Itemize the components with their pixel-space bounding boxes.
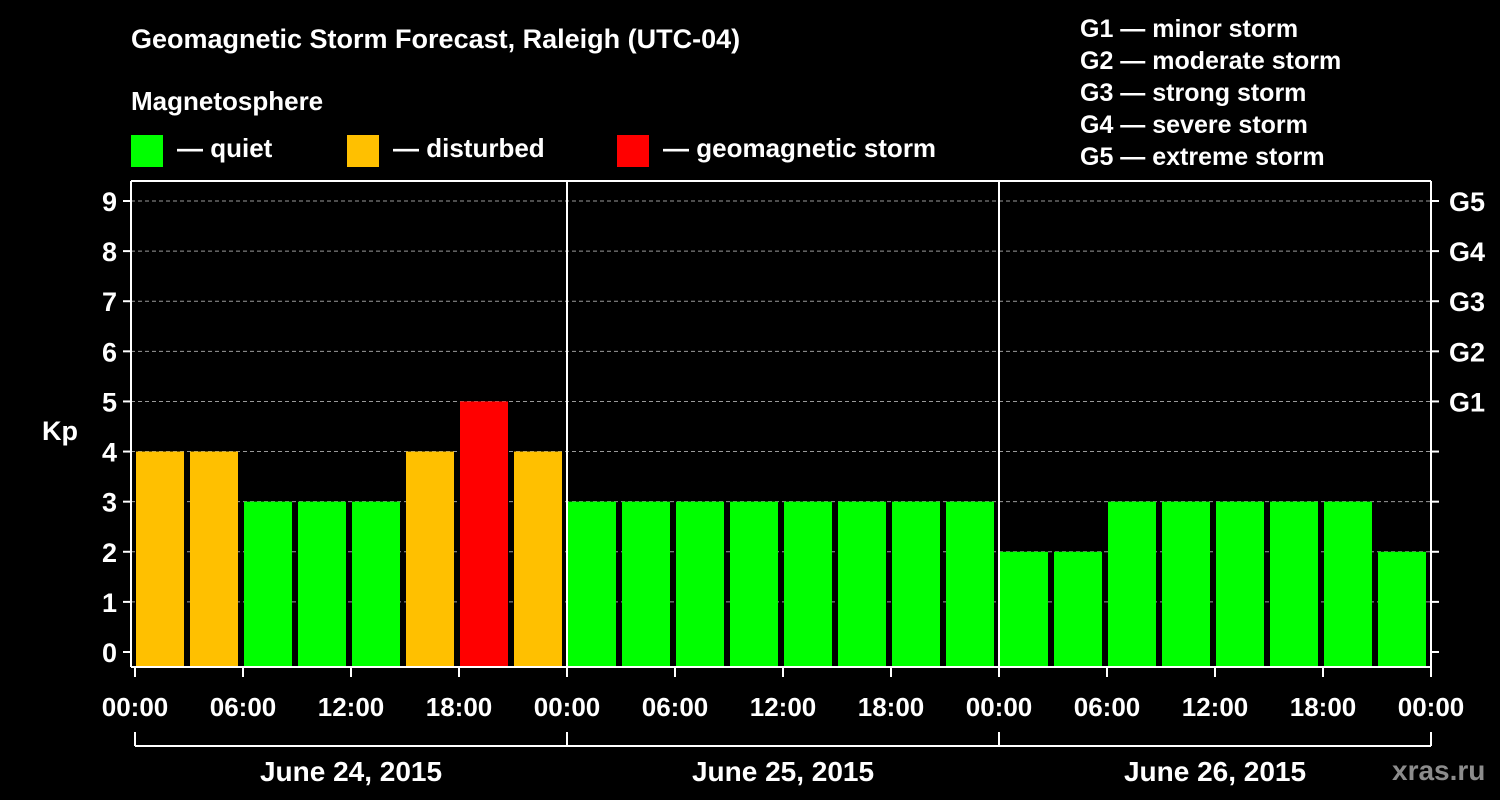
x-tick-label: 06:00	[1074, 692, 1141, 722]
day-label: June 26, 2015	[1124, 756, 1306, 787]
bar	[1378, 551, 1426, 667]
x-tick-label: 06:00	[642, 692, 709, 722]
legend-label-quiet: — quiet	[177, 133, 273, 163]
y-tick-label: 2	[102, 538, 117, 568]
g-scale-g3: G3 — strong storm	[1080, 79, 1307, 107]
bar	[136, 451, 184, 667]
day-label: June 25, 2015	[692, 756, 874, 787]
bar	[514, 451, 562, 667]
g-scale-g1: G1 — minor storm	[1080, 15, 1299, 43]
x-tick-label: 18:00	[426, 692, 493, 722]
bar	[730, 501, 778, 667]
y-tick-label: 5	[102, 387, 117, 417]
bar	[1108, 501, 1156, 667]
bar	[1324, 501, 1372, 667]
x-tick-label: 00:00	[966, 692, 1033, 722]
bar	[1270, 501, 1318, 667]
y-axis-label: Kp	[42, 416, 78, 446]
x-tick-label: 06:00	[210, 692, 277, 722]
x-tick-label: 18:00	[858, 692, 925, 722]
x-tick-label: 00:00	[102, 692, 169, 722]
legend-label-disturbed: — disturbed	[393, 133, 545, 163]
legend-swatch-disturbed	[347, 135, 379, 167]
x-tick-label: 12:00	[750, 692, 817, 722]
legend-swatch-storm	[617, 135, 649, 167]
g-tick-label: G2	[1449, 337, 1485, 367]
x-tick-label: 18:00	[1290, 692, 1357, 722]
bar	[676, 501, 724, 667]
bar	[784, 501, 832, 667]
bar	[1216, 501, 1264, 667]
bar	[1054, 551, 1102, 667]
bar	[244, 501, 292, 667]
day-label: June 24, 2015	[260, 756, 442, 787]
legend-swatch-quiet	[131, 135, 163, 167]
y-tick-label: 1	[102, 588, 117, 618]
y-tick-label: 9	[102, 187, 117, 217]
y-tick-label: 7	[102, 287, 117, 317]
g-scale-g4: G4 — severe storm	[1080, 111, 1308, 139]
bar	[1162, 501, 1210, 667]
g-tick-label: G5	[1449, 187, 1485, 217]
g-scale-g5: G5 — extreme storm	[1080, 143, 1325, 171]
bar	[352, 501, 400, 667]
bar	[568, 501, 616, 667]
x-tick-label: 00:00	[534, 692, 601, 722]
legend-label-storm: — geomagnetic storm	[663, 133, 937, 163]
bar	[406, 451, 454, 667]
x-tick-label: 12:00	[1182, 692, 1249, 722]
bar	[622, 501, 670, 667]
watermark: xras.ru	[1392, 755, 1486, 786]
g-tick-label: G4	[1449, 237, 1485, 267]
y-tick-label: 3	[102, 488, 117, 518]
bar	[838, 501, 886, 667]
y-tick-label: 8	[102, 237, 117, 267]
g-scale-g2: G2 — moderate storm	[1080, 47, 1342, 75]
x-tick-label: 00:00	[1398, 692, 1465, 722]
g-tick-label: G1	[1449, 387, 1485, 417]
g-tick-label: G3	[1449, 287, 1485, 317]
bar	[460, 401, 508, 667]
x-tick-label: 12:00	[318, 692, 385, 722]
chart-title: Geomagnetic Storm Forecast, Raleigh (UTC…	[131, 24, 741, 54]
y-tick-label: 4	[102, 438, 117, 468]
bar	[298, 501, 346, 667]
y-tick-label: 6	[102, 337, 117, 367]
bar	[946, 501, 994, 667]
bar	[892, 501, 940, 667]
bar	[190, 451, 238, 667]
bar	[1000, 551, 1048, 667]
legend-heading: Magnetosphere	[131, 86, 324, 116]
y-tick-label: 0	[102, 638, 117, 668]
